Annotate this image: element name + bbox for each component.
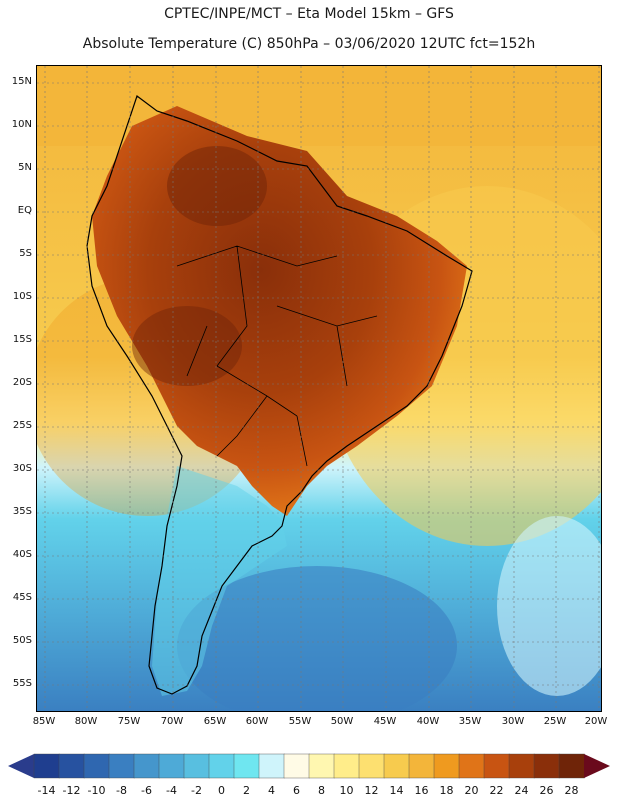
colorbar-cell <box>58 753 85 779</box>
colorbar-cell <box>33 753 60 779</box>
graticule <box>37 66 601 711</box>
lon-label: 60W <box>245 716 269 727</box>
lon-label: 25W <box>543 716 567 727</box>
colorbar-cell <box>333 753 360 779</box>
colorbar-cell <box>233 753 260 779</box>
lon-label: 75W <box>117 716 141 727</box>
lon-label: 50W <box>330 716 354 727</box>
colorbar-label: -6 <box>141 784 152 797</box>
colorbar-cell <box>208 753 235 779</box>
lat-label: 40S <box>12 549 32 560</box>
southern-cold-patch <box>177 566 457 711</box>
colorbar-label: -14 <box>37 784 56 797</box>
colorbar-cell <box>283 753 310 779</box>
lat-label: 10S <box>12 291 32 302</box>
lat-label: 45S <box>12 592 32 603</box>
lon-label: 70W <box>160 716 184 727</box>
colorbar-label: 28 <box>564 784 579 797</box>
colorbar-cell <box>483 753 510 779</box>
colorbar-cell <box>158 753 185 779</box>
lat-label: 25S <box>12 420 32 431</box>
lat-label: 5N <box>18 162 32 173</box>
lat-label: 30S <box>12 463 32 474</box>
colorbar-label: 14 <box>389 784 404 797</box>
colorbar-label: -12 <box>62 784 81 797</box>
colorbar-low-arrow <box>8 754 34 778</box>
hot-core-west <box>132 306 242 386</box>
colorbar-label: 26 <box>539 784 554 797</box>
colorbar-cell <box>458 753 485 779</box>
lat-label: 35S <box>12 506 32 517</box>
colorbar-cell <box>383 753 410 779</box>
hot-core-north <box>167 146 267 226</box>
lon-label: 65W <box>203 716 227 727</box>
lat-label: 15S <box>12 334 32 345</box>
colorbar <box>8 753 610 779</box>
lat-label: 5S <box>19 248 32 259</box>
colorbar-cell <box>108 753 135 779</box>
lat-label: 15N <box>11 76 32 87</box>
colorbar-label: 24 <box>514 784 529 797</box>
colorbar-label: 20 <box>464 784 479 797</box>
lon-label: 85W <box>32 716 56 727</box>
lon-label: 30W <box>501 716 525 727</box>
colorbar-cell <box>533 753 560 779</box>
country-borders <box>176 245 378 467</box>
colorbar-label: -2 <box>191 784 202 797</box>
lat-label: EQ <box>17 205 32 216</box>
colorbar-label: 12 <box>364 784 379 797</box>
lon-label: 45W <box>373 716 397 727</box>
colorbar-label: -10 <box>87 784 106 797</box>
colorbar-label: 2 <box>243 784 250 797</box>
colorbar-label: 4 <box>268 784 275 797</box>
southern-cone-field <box>152 466 287 696</box>
lat-label: 10N <box>11 119 32 130</box>
colorbar-label: 10 <box>339 784 354 797</box>
colorbar-cell <box>433 753 460 779</box>
colorbar-cell <box>258 753 285 779</box>
colorbar-cells <box>33 753 585 779</box>
temperature-map <box>36 65 602 712</box>
colorbar-cell <box>308 753 335 779</box>
colorbar-label: 8 <box>318 784 325 797</box>
colorbar-label: 0 <box>218 784 225 797</box>
colorbar-cell <box>508 753 535 779</box>
chart-title-line-2: Absolute Temperature (C) 850hPa – 03/06/… <box>82 36 536 52</box>
lat-label: 50S <box>12 635 32 646</box>
colorbar-cell <box>408 753 435 779</box>
north-warm-band <box>37 66 601 146</box>
colorbar-label: -4 <box>166 784 177 797</box>
southeast-cool-patch <box>497 516 601 696</box>
map-svg <box>37 66 601 711</box>
chart-title-line-1: CPTEC/INPE/MCT – Eta Model 15km – GFS <box>164 6 454 22</box>
colorbar-cell <box>558 753 585 779</box>
colorbar-label: -8 <box>116 784 127 797</box>
lon-label: 40W <box>416 716 440 727</box>
lat-label: 20S <box>12 377 32 388</box>
lat-label: 55S <box>12 678 32 689</box>
colorbar-cell <box>133 753 160 779</box>
colorbar-high-arrow <box>584 754 610 778</box>
colorbar-label: 22 <box>489 784 504 797</box>
lon-label: 80W <box>74 716 98 727</box>
south-america-coastline <box>86 95 473 695</box>
colorbar-cell <box>183 753 210 779</box>
lon-label: 20W <box>584 716 608 727</box>
colorbar-label: 18 <box>439 784 454 797</box>
colorbar-cell <box>358 753 385 779</box>
lon-label: 35W <box>458 716 482 727</box>
colorbar-label: 16 <box>414 784 429 797</box>
colorbar-cell <box>83 753 110 779</box>
colorbar-label: 6 <box>293 784 300 797</box>
lon-label: 55W <box>288 716 312 727</box>
